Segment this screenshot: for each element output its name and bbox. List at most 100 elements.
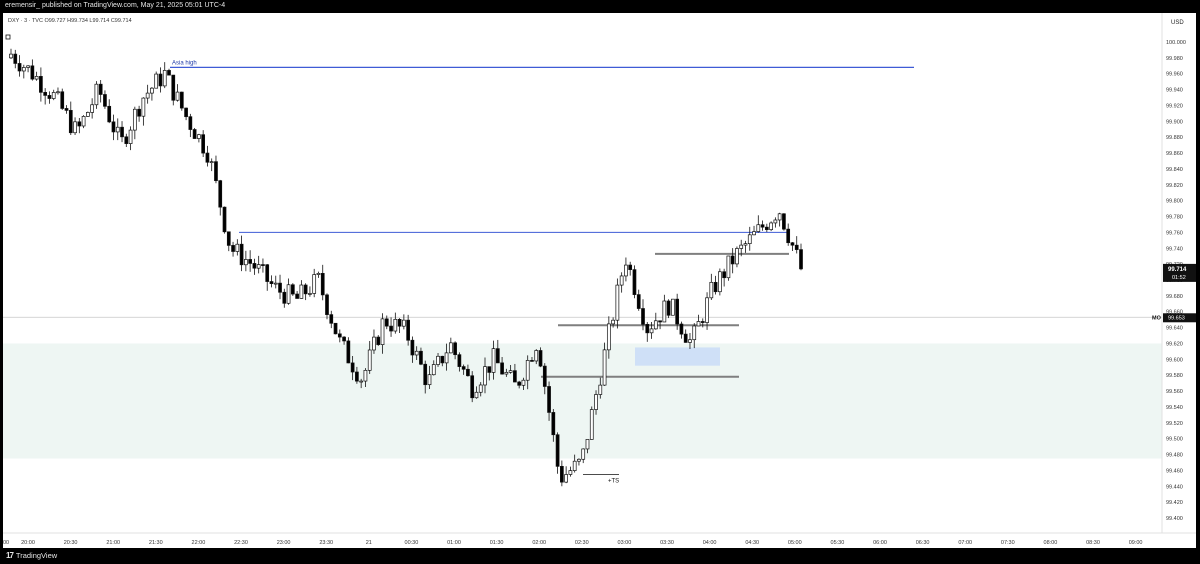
candle bbox=[290, 283, 295, 296]
candle bbox=[461, 364, 466, 375]
candle-body bbox=[278, 282, 282, 293]
candle bbox=[197, 133, 201, 143]
candle bbox=[342, 336, 346, 345]
candle bbox=[705, 292, 709, 330]
candle-body bbox=[794, 244, 799, 250]
candle-body bbox=[790, 242, 795, 246]
time-tick-label: 04:00 bbox=[703, 540, 717, 546]
candle-body bbox=[500, 362, 504, 375]
candle bbox=[34, 71, 39, 81]
candle-body bbox=[141, 97, 146, 117]
ts-marker-label: +TS bbox=[608, 478, 619, 484]
candle bbox=[333, 322, 338, 335]
candle-body bbox=[316, 273, 321, 275]
candle bbox=[483, 357, 487, 394]
candle-body bbox=[103, 94, 107, 107]
candle-body bbox=[513, 370, 517, 383]
candle-body bbox=[231, 245, 235, 252]
candle bbox=[209, 158, 214, 172]
candle-body bbox=[679, 323, 684, 335]
candle bbox=[184, 107, 188, 121]
candle-body bbox=[624, 264, 628, 277]
tradingview-brand[interactable]: 17 TradingView bbox=[6, 551, 57, 560]
candle bbox=[423, 360, 428, 394]
candle bbox=[205, 145, 210, 167]
candle bbox=[500, 357, 504, 375]
candle-body bbox=[577, 458, 581, 462]
candle bbox=[346, 337, 351, 364]
price-tick-label: 99.920 bbox=[1166, 103, 1183, 109]
time-tick-label: 21:30 bbox=[149, 540, 163, 546]
candle bbox=[739, 239, 744, 257]
candle-body bbox=[337, 333, 342, 338]
candle-body bbox=[735, 248, 739, 265]
candle bbox=[13, 49, 18, 69]
candle-body bbox=[764, 226, 769, 231]
price-tick-label: 99.580 bbox=[1166, 373, 1183, 379]
candle-body bbox=[419, 350, 423, 365]
candle-body bbox=[290, 284, 295, 295]
candle bbox=[735, 246, 739, 268]
chart-panel[interactable]: Asia high +TS USD 100.000 99.980 99.960 99.9… bbox=[3, 13, 1196, 548]
price-tick-label: 99.420 bbox=[1166, 500, 1183, 506]
candle-body bbox=[461, 366, 466, 370]
candle-body bbox=[115, 126, 120, 133]
candle bbox=[77, 117, 82, 134]
candle bbox=[589, 406, 594, 440]
candle-body bbox=[504, 371, 509, 375]
candle bbox=[43, 88, 48, 105]
candle-body bbox=[397, 318, 402, 327]
candle bbox=[632, 265, 637, 299]
candle-body bbox=[487, 366, 492, 373]
price-tick-label: 99.660 bbox=[1166, 310, 1183, 316]
time-tick-label: 20:00 bbox=[21, 540, 35, 546]
time-tick-label: 20:30 bbox=[64, 540, 78, 546]
candle-body bbox=[683, 333, 688, 343]
candle-body bbox=[423, 363, 428, 386]
candle bbox=[222, 206, 227, 234]
price-tick-label: 99.800 bbox=[1166, 199, 1183, 205]
candle bbox=[718, 268, 722, 296]
candle bbox=[628, 261, 633, 276]
candle bbox=[188, 113, 193, 138]
candle-body bbox=[17, 63, 22, 72]
price-tick-label: 99.520 bbox=[1166, 421, 1183, 427]
candle-body bbox=[137, 108, 141, 117]
candle bbox=[487, 366, 492, 381]
chart-svg[interactable]: Asia high +TS USD 100.000 99.980 99.960 99.9… bbox=[3, 13, 1196, 548]
candle-body bbox=[671, 298, 675, 316]
candle bbox=[564, 466, 568, 484]
candle-body bbox=[60, 91, 65, 109]
candle bbox=[577, 458, 581, 466]
candle bbox=[581, 448, 586, 464]
candle bbox=[367, 340, 372, 374]
candle-body bbox=[384, 318, 389, 327]
candle bbox=[286, 278, 291, 305]
candle bbox=[115, 118, 120, 141]
countdown-value: 01:52 bbox=[1172, 275, 1186, 281]
time-tick-label: 03:00 bbox=[618, 540, 632, 546]
candle bbox=[248, 250, 252, 272]
price-tick-label: 99.460 bbox=[1166, 468, 1183, 474]
candle bbox=[218, 179, 223, 216]
candle-body bbox=[197, 134, 201, 139]
price-tick-label: 99.620 bbox=[1166, 341, 1183, 347]
candle-body bbox=[269, 281, 274, 284]
candle-body bbox=[696, 321, 701, 327]
candle bbox=[466, 364, 470, 377]
tradingview-logo-icon: 17 bbox=[6, 551, 14, 560]
candle-body bbox=[128, 129, 133, 144]
candle-body bbox=[132, 108, 137, 131]
candle bbox=[308, 286, 312, 297]
mo-tag-label: MO bbox=[1152, 315, 1162, 321]
price-tick-label: 99.900 bbox=[1166, 119, 1183, 125]
candle-body bbox=[111, 121, 116, 133]
candle-body bbox=[9, 53, 13, 59]
candle bbox=[645, 322, 650, 342]
candle bbox=[653, 312, 658, 330]
candle-body bbox=[192, 129, 197, 139]
candle-body bbox=[218, 180, 223, 208]
time-tick-label: 23:30 bbox=[319, 540, 333, 546]
candle bbox=[611, 317, 615, 328]
time-tick-label: 03:30 bbox=[660, 540, 674, 546]
